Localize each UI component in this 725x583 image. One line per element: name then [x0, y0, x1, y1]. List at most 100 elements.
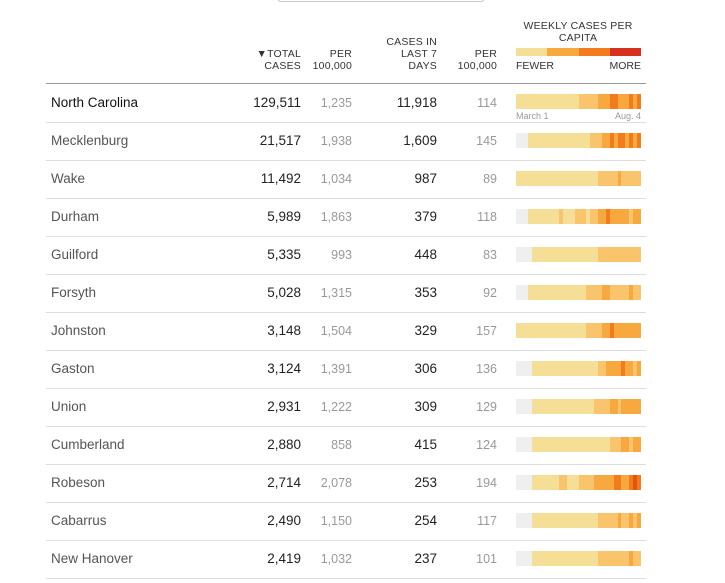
sparkline-cell	[578, 475, 583, 490]
sparkline-cell	[582, 437, 587, 452]
sparkline-cell	[598, 94, 602, 109]
sparkline-cell	[609, 171, 614, 186]
county-row: Guilford 5,335 993 448 83	[46, 236, 646, 275]
legend-swatch	[578, 48, 610, 56]
sparkline-cell	[621, 133, 626, 148]
sparkline-cell	[519, 209, 524, 224]
sparkline-cell	[590, 475, 595, 490]
sparkline-cell	[633, 247, 638, 262]
sparkline-cell	[566, 361, 571, 376]
sparkline-cell	[519, 513, 524, 528]
sparkline-cell	[562, 247, 567, 262]
county-name: Johnston	[51, 323, 106, 338]
county-name: Forsyth	[51, 285, 97, 300]
sparkline-cell	[633, 171, 638, 186]
cases-last-7-days: 1,609	[403, 133, 437, 148]
sparkline-cell	[531, 399, 536, 414]
sparkline-cell	[535, 247, 540, 262]
sparkline-cell	[574, 513, 579, 528]
sparkline-cell	[617, 323, 622, 338]
per-100k-7-days: 101	[476, 552, 497, 566]
sparkline-cell	[609, 361, 614, 376]
sparkline-cell	[601, 361, 606, 376]
sparkline-cell	[566, 551, 571, 566]
sparkline-cell	[629, 551, 634, 566]
sparkline-cell	[637, 551, 641, 566]
sparkline-cell	[574, 285, 579, 300]
sparkline-cell	[601, 399, 606, 414]
sparkline-cell	[539, 94, 544, 109]
sparkline-cell	[609, 285, 614, 300]
sparkline-cell	[558, 133, 563, 148]
per-100k: 858	[331, 438, 352, 452]
cases-last-7-days: 353	[414, 285, 437, 300]
sparkline-cell	[574, 133, 579, 148]
sparkline-cell	[637, 475, 641, 490]
sparkline-cell	[582, 171, 587, 186]
sparkline-cell	[590, 399, 595, 414]
sparkline-cell	[637, 133, 641, 148]
sparkline-cell	[570, 437, 575, 452]
weekly-cases-sparkline	[516, 399, 641, 414]
sparkline-cell	[637, 209, 641, 224]
sparkline-cell	[590, 551, 595, 566]
sparkline-cell	[629, 399, 634, 414]
sparkline-cell	[551, 437, 556, 452]
sparkline-cell	[543, 323, 548, 338]
sparkline-cell	[558, 399, 563, 414]
search-input[interactable]	[277, 0, 485, 2]
sparkline-cell	[566, 475, 571, 490]
sparkline-cell	[566, 437, 571, 452]
sparkline-cell	[621, 94, 626, 109]
sparkline-cell	[531, 323, 536, 338]
sparkline-cell	[578, 94, 583, 109]
sparkline-cell	[586, 171, 591, 186]
sparkline-cell	[578, 133, 583, 148]
per-100k-7-days: 157	[476, 324, 497, 338]
cases-last-7-days: 987	[414, 171, 437, 186]
sparkline-cell	[555, 133, 559, 148]
sparkline-cell	[527, 285, 532, 300]
county-row: New Hanover 2,419 1,032 237 101	[46, 540, 646, 579]
sparkline-cell	[574, 361, 579, 376]
sparkline-cell	[578, 247, 583, 262]
sparkline-cell	[570, 551, 575, 566]
header-total-cases-sort[interactable]: ▼TOTAL CASES	[256, 48, 301, 72]
sparkline-cell	[574, 399, 579, 414]
sparkline-cell	[625, 323, 630, 338]
per-100k: 1,504	[320, 324, 352, 338]
sparkline-cell	[543, 475, 548, 490]
sparkline-cell	[613, 513, 618, 528]
sparkline-cell	[601, 475, 606, 490]
header-per-100k: PER 100,000	[312, 48, 352, 72]
sparkline-cell	[637, 285, 641, 300]
weekly-cases-sparkline	[516, 361, 641, 376]
sparkline-cell	[613, 133, 618, 148]
sparkline-cell	[586, 361, 591, 376]
sparkline-cell	[566, 171, 571, 186]
sparkline-cell	[621, 285, 626, 300]
legend-swatch	[516, 48, 548, 56]
county-name: Cumberland	[51, 437, 125, 452]
sparkline-cell	[613, 171, 618, 186]
sparkline-cell	[629, 209, 634, 224]
sparkline-cell	[601, 513, 606, 528]
sparkline-cell	[551, 475, 556, 490]
sparkline-cell	[598, 551, 602, 566]
per-100k-7-days: 136	[476, 362, 497, 376]
sparkline-cell	[516, 209, 520, 224]
sparkline-cell	[617, 209, 622, 224]
sparkline-cell	[594, 94, 599, 109]
sparkline-cell	[594, 171, 599, 186]
sparkline-cell	[519, 94, 524, 109]
sparkline-cell	[609, 133, 614, 148]
sparkline-cell	[516, 171, 520, 186]
per-100k: 1,938	[320, 134, 352, 148]
sparkline-cell	[578, 437, 583, 452]
sparkline-cell	[609, 94, 614, 109]
sparkline-cell	[605, 285, 610, 300]
sparkline-cell	[516, 133, 520, 148]
sparkline-cell	[629, 475, 634, 490]
sparkline-cell	[539, 171, 544, 186]
sparkline-cell	[566, 209, 571, 224]
